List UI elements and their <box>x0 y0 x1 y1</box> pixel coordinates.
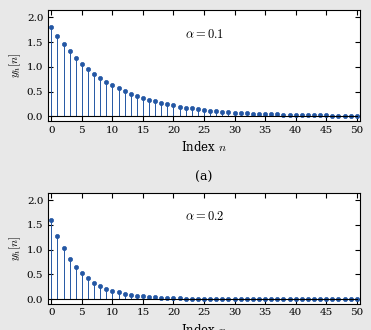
X-axis label: Index $n$: Index $n$ <box>181 140 227 154</box>
Text: $\alpha = 0.1$: $\alpha = 0.1$ <box>186 28 224 41</box>
X-axis label: Index $n$: Index $n$ <box>181 323 227 330</box>
Y-axis label: $y_h[n]$: $y_h[n]$ <box>7 52 23 78</box>
Y-axis label: $y_h[n]$: $y_h[n]$ <box>7 235 23 261</box>
Text: (a): (a) <box>196 171 213 183</box>
Text: $\alpha = 0.2$: $\alpha = 0.2$ <box>186 211 225 223</box>
